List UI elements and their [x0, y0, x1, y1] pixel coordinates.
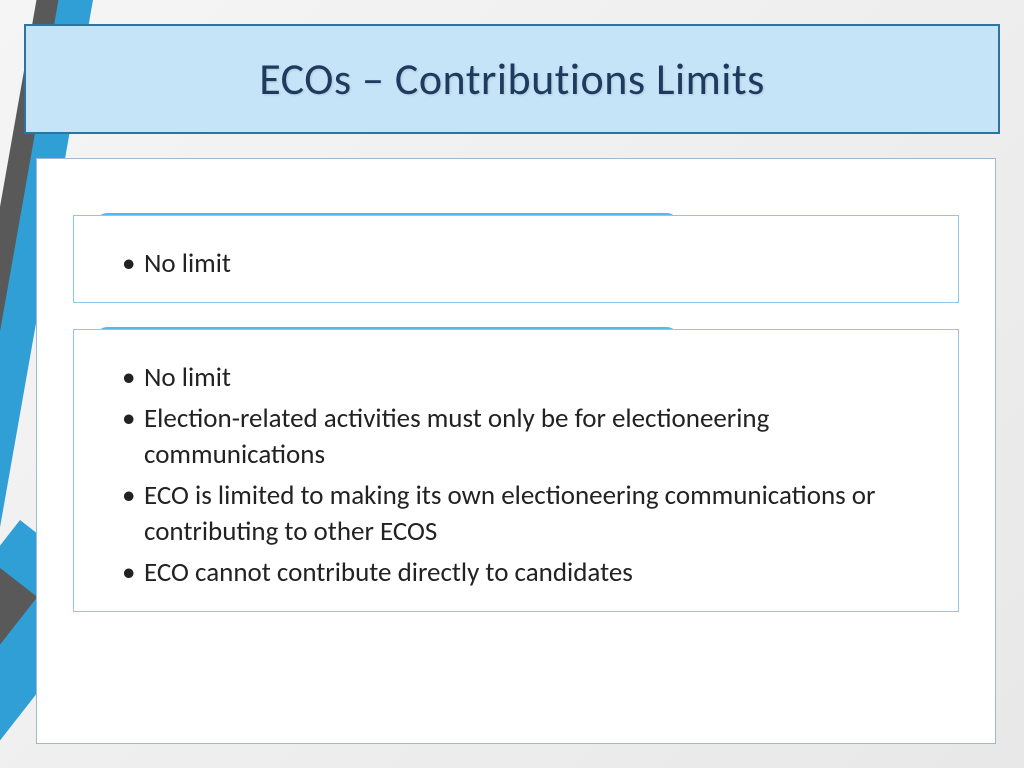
content-panel: To the ECONo limit From the ECONo limitEl… — [36, 158, 996, 744]
bullet-list: No limit — [104, 246, 928, 282]
bullet-list: No limit Election-related activities must… — [104, 360, 928, 591]
section: To the ECONo limit — [73, 215, 959, 303]
title-box: ECOs – Contributions Limits — [24, 24, 1000, 134]
bullet-item: ECO is limited to making its own electio… — [122, 478, 928, 551]
decor-bar — [0, 560, 37, 768]
section-body: No limit — [73, 215, 959, 303]
section: From the ECONo limitElection-related act… — [73, 329, 959, 612]
bullet-item: ECO cannot contribute directly to candid… — [122, 555, 928, 591]
bullet-item: Election-related activities must only be… — [122, 401, 928, 474]
section-body: No limit Election-related activities must… — [73, 329, 959, 612]
slide-title: ECOs – Contributions Limits — [259, 52, 765, 106]
bullet-item: No limit — [122, 360, 928, 396]
bullet-item: No limit — [122, 246, 928, 282]
